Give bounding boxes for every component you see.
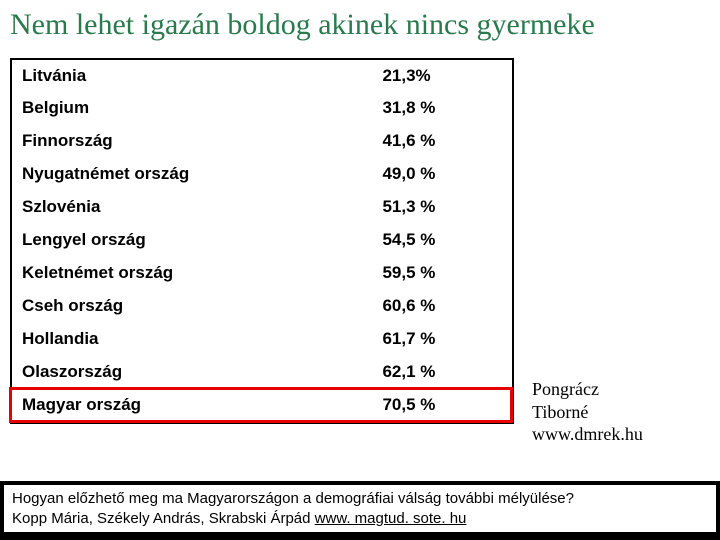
attribution-name-2: Tiborné — [532, 401, 643, 424]
country-cell: Lengyel ország — [11, 224, 372, 257]
slide-title: Nem lehet igazán boldog akinek nincs gye… — [0, 0, 720, 54]
country-cell: Nyugatnémet ország — [11, 158, 372, 191]
country-cell: Finnország — [11, 125, 372, 158]
table-row: Szlovénia51,3 % — [11, 191, 513, 224]
value-cell: 54,5 % — [372, 224, 513, 257]
attribution-name-1: Pongrácz — [532, 378, 643, 401]
value-cell: 62,1 % — [372, 356, 513, 389]
footer-text: Hogyan előzhető meg ma Magyarországon a … — [4, 485, 716, 532]
footer-question: Hogyan előzhető meg ma Magyarországon a … — [12, 490, 574, 507]
table-row: Lengyel ország54,5 % — [11, 224, 513, 257]
table-row: Magyar ország70,5 % — [11, 389, 513, 423]
country-cell: Litvánia — [11, 59, 372, 93]
data-table-wrap: Litvánia21,3%Belgium31,8 %Finnország41,6… — [10, 58, 514, 424]
country-cell: Magyar ország — [11, 389, 372, 423]
country-cell: Belgium — [11, 92, 372, 125]
value-cell: 21,3% — [372, 59, 513, 93]
country-cell: Olaszország — [11, 356, 372, 389]
value-cell: 70,5 % — [372, 389, 513, 423]
attribution-block: Pongrácz Tiborné www.dmrek.hu — [532, 378, 643, 446]
value-cell: 31,8 % — [372, 92, 513, 125]
country-cell: Szlovénia — [11, 191, 372, 224]
table-row: Litvánia21,3% — [11, 59, 513, 93]
value-cell: 41,6 % — [372, 125, 513, 158]
country-cell: Cseh ország — [11, 290, 372, 323]
country-cell: Keletnémet ország — [11, 257, 372, 290]
table-row: Nyugatnémet ország49,0 % — [11, 158, 513, 191]
footer-bar: Hogyan előzhető meg ma Magyarországon a … — [0, 481, 720, 540]
footer-authors: Kopp Mária, Székely András, Skrabski Árp… — [12, 510, 310, 527]
table-row: Olaszország62,1 % — [11, 356, 513, 389]
country-percentage-table: Litvánia21,3%Belgium31,8 %Finnország41,6… — [10, 58, 514, 424]
table-row: Cseh ország60,6 % — [11, 290, 513, 323]
value-cell: 61,7 % — [372, 323, 513, 356]
value-cell: 49,0 % — [372, 158, 513, 191]
table-row: Finnország41,6 % — [11, 125, 513, 158]
value-cell: 51,3 % — [372, 191, 513, 224]
footer-link[interactable]: www. magtud. sote. hu — [315, 510, 467, 527]
value-cell: 60,6 % — [372, 290, 513, 323]
value-cell: 59,5 % — [372, 257, 513, 290]
table-row: Hollandia61,7 % — [11, 323, 513, 356]
table-row: Keletnémet ország59,5 % — [11, 257, 513, 290]
attribution-site: www.dmrek.hu — [532, 423, 643, 446]
country-cell: Hollandia — [11, 323, 372, 356]
table-row: Belgium31,8 % — [11, 92, 513, 125]
